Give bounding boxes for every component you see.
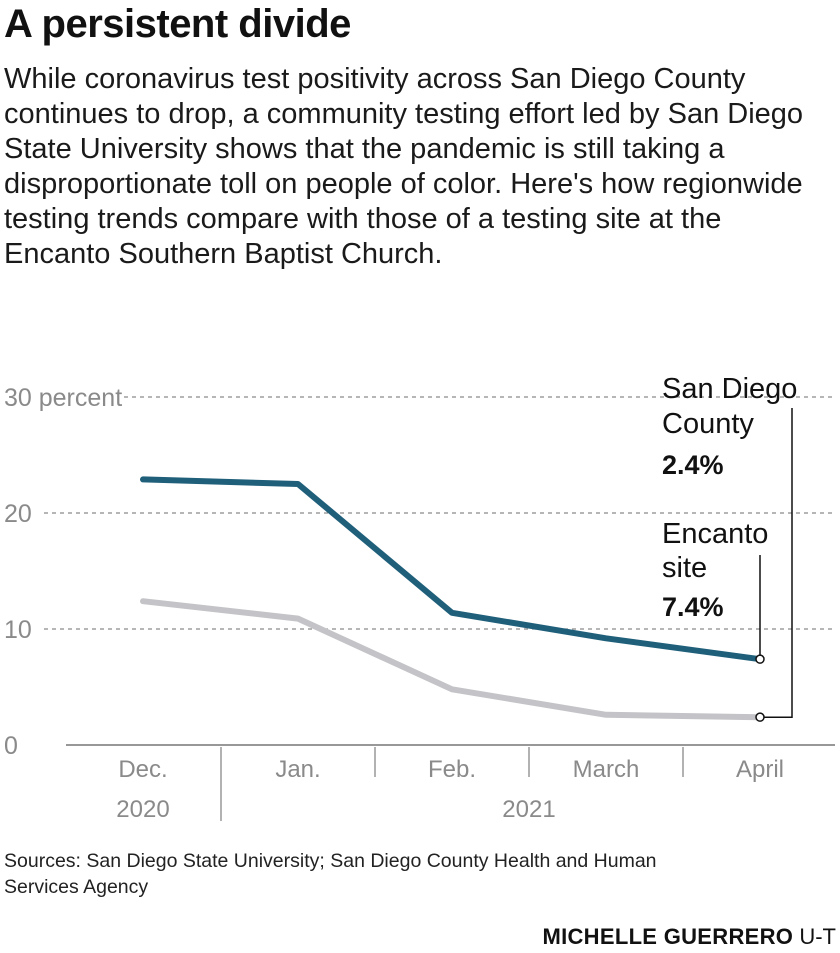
encanto-label-line1: Encanto xyxy=(662,518,768,550)
county-label-line2: County xyxy=(662,408,754,440)
line-chart: 0 10 20 30 percent Dec. Jan. Feb. March April 20… xyxy=(4,373,835,823)
county-label-line1: San Diego xyxy=(662,373,797,405)
y-tick-label: 10 xyxy=(4,616,32,644)
encanto-end-marker xyxy=(755,654,765,664)
x-tick-label: Dec. xyxy=(118,756,167,783)
chart-description: While coronavirus test positivity across… xyxy=(4,63,804,270)
encanto-value-label: 7.4% xyxy=(662,592,724,622)
year-label: 2020 xyxy=(116,796,169,823)
y-tick-label: 20 xyxy=(4,500,32,528)
county-leader-line xyxy=(764,408,793,718)
credit-line: MICHELLE GUERRERO U-T xyxy=(542,924,836,950)
credit-org: U-T xyxy=(799,924,836,949)
series-lines xyxy=(140,476,763,721)
county-value-label: 2.4% xyxy=(662,450,724,480)
san-diego-county-line xyxy=(140,598,763,721)
callouts: San Diego County 2.4% Encanto site 7.4% xyxy=(662,373,797,722)
x-axis: Dec. Jan. Feb. March April 2020 2021 xyxy=(116,747,784,823)
gridlines: 0 10 20 30 percent xyxy=(4,384,835,760)
county-end-marker xyxy=(755,712,765,722)
credit-name: MICHELLE GUERRERO xyxy=(542,924,794,949)
x-tick-label: Jan. xyxy=(275,756,320,783)
encanto-site-line xyxy=(140,476,763,663)
x-tick-label: March xyxy=(573,756,640,783)
y-tick-label: 0 xyxy=(4,732,18,760)
y-tick-label: 30 percent xyxy=(4,384,122,412)
encanto-label-line2: site xyxy=(662,552,707,584)
sources-note: Sources: San Diego State University; San… xyxy=(4,850,657,898)
x-tick-label: April xyxy=(736,756,784,783)
year-label: 2021 xyxy=(502,796,555,823)
chart-title: A persistent divide xyxy=(4,2,351,46)
x-tick-label: Feb. xyxy=(428,756,476,783)
